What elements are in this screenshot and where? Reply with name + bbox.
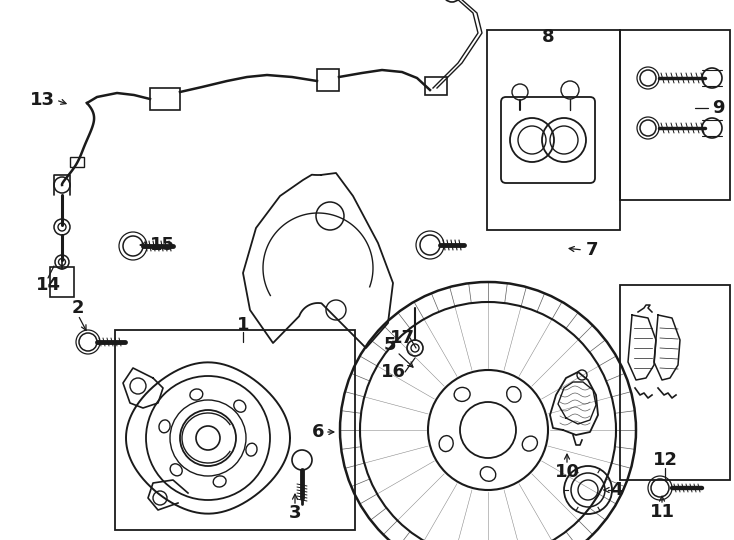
Text: 10: 10 [554, 463, 580, 481]
Bar [150, 88, 180, 110]
Text: 2: 2 [72, 299, 84, 317]
Bar [50, 267, 74, 297]
Text: 11: 11 [650, 503, 675, 521]
Text: 3: 3 [288, 504, 301, 522]
Text: 8: 8 [542, 28, 554, 46]
Text: 17: 17 [390, 329, 415, 347]
Text: 14: 14 [35, 276, 60, 294]
Bar [317, 69, 339, 91]
Text: 12: 12 [653, 451, 677, 469]
Text: 4: 4 [610, 481, 622, 499]
Text: 15: 15 [150, 236, 175, 254]
Bar [620, 30, 730, 200]
Text: 13: 13 [29, 91, 54, 109]
Text: 9: 9 [712, 99, 724, 117]
Bar [620, 285, 730, 480]
Bar [425, 77, 447, 95]
Bar [70, 157, 84, 167]
Text: 7: 7 [586, 241, 598, 259]
Text: 5: 5 [384, 336, 396, 354]
Text: 1: 1 [237, 316, 250, 334]
Bar [487, 30, 620, 230]
Text: 6: 6 [312, 423, 324, 441]
Bar [115, 330, 355, 530]
Text: 16: 16 [380, 363, 405, 381]
